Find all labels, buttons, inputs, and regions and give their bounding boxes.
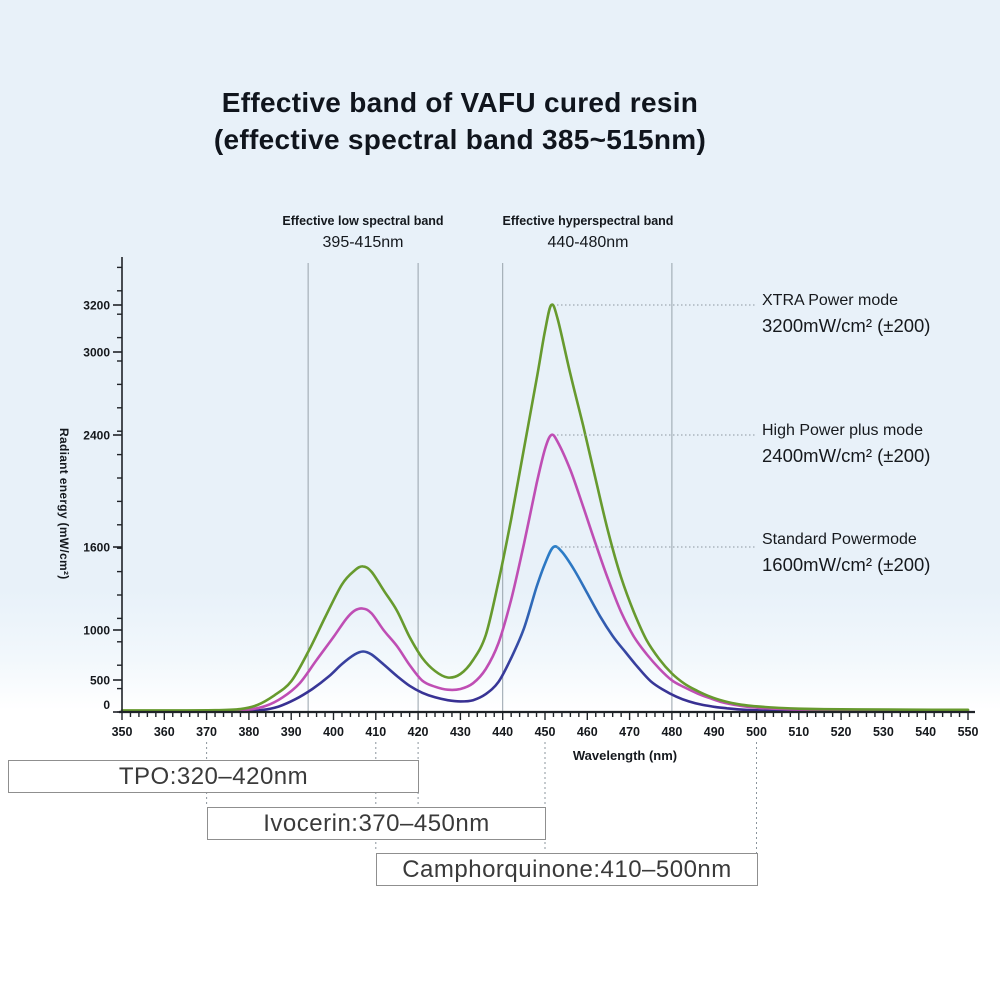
band-low-name: Effective low spectral band (282, 214, 444, 228)
x-tick-label: 470 (619, 725, 640, 739)
band-label-low-spectral: Effective low spectral band 395-415nm (243, 214, 483, 252)
y-tick-label: 3000 (83, 346, 110, 360)
band-hyper-range: 440-480nm (547, 234, 629, 251)
band-hyper-name: Effective hyperspectral band (502, 214, 674, 228)
x-tick-label: 510 (788, 725, 809, 739)
x-tick-label: 360 (154, 725, 175, 739)
annotation-high-value: 2400mW/cm² (±200) (762, 445, 931, 466)
x-tick-label: 430 (450, 725, 471, 739)
curve-xtra-power-mode (120, 303, 970, 712)
x-tick-label: 550 (958, 725, 979, 739)
x-tick-label: 370 (196, 725, 217, 739)
ivocerin-range-box: Ivocerin:370–450nm (207, 807, 546, 840)
curve-standard-powermode (120, 545, 822, 713)
x-tick-label: 380 (238, 725, 259, 739)
annotation-high-power-plus-mode: High Power plus mode 2400mW/cm² (±200) (762, 420, 987, 469)
x-tick-label: 500 (746, 725, 767, 739)
annotation-xtra-power-mode: XTRA Power mode 3200mW/cm² (±200) (762, 290, 987, 339)
annotation-standard-power-mode: Standard Powermode 1600mW/cm² (±200) (762, 529, 987, 578)
band-label-hyperspectral: Effective hyperspectral band 440-480nm (468, 214, 708, 252)
annotation-standard-value: 1600mW/cm² (±200) (762, 554, 931, 575)
y-tick-label: 500 (90, 674, 110, 688)
ivocerin-range-label: Ivocerin:370–450nm (263, 810, 490, 837)
x-tick-label: 350 (112, 725, 133, 739)
x-tick-label: 480 (661, 725, 682, 739)
x-tick-label: 420 (408, 725, 429, 739)
y-tick-label: 2400 (83, 429, 110, 443)
x-tick-label: 450 (535, 725, 556, 739)
x-tick-label: 540 (915, 725, 936, 739)
annotation-xtra-value: 3200mW/cm² (±200) (762, 315, 931, 336)
y-tick-label: 1600 (83, 541, 110, 555)
curve-high-power-plus-mode (120, 433, 970, 713)
tpo-range-label: TPO:320–420nm (118, 763, 309, 790)
x-tick-label: 520 (831, 725, 852, 739)
page-title-line1: Effective band of VAFU cured resin (221, 87, 699, 118)
annotation-high-name: High Power plus mode (762, 422, 923, 439)
band-low-range: 395-415nm (322, 234, 404, 251)
y-tick-label: 1000 (83, 624, 110, 638)
y-tick-label: 0 (103, 698, 110, 712)
x-tick-label: 530 (873, 725, 894, 739)
y-axis-title: Radiant energy (mW/cm²) (57, 428, 71, 580)
x-tick-label: 490 (704, 725, 725, 739)
x-tick-label: 440 (492, 725, 513, 739)
camphorquinone-range-label: Camphorquinone:410–500nm (402, 856, 732, 883)
annotation-standard-name: Standard Powermode (762, 531, 917, 548)
x-tick-label: 460 (577, 725, 598, 739)
tpo-range-box: TPO:320–420nm (8, 760, 419, 793)
page-title: Effective band of VAFU cured resin (effe… (150, 84, 770, 158)
annotation-xtra-name: XTRA Power mode (762, 292, 899, 309)
camphorquinone-range-box: Camphorquinone:410–500nm (376, 853, 758, 886)
x-tick-label: 400 (323, 725, 344, 739)
x-tick-label: 410 (365, 725, 386, 739)
page-title-line2: (effective spectral band 385~515nm) (213, 124, 707, 155)
y-tick-label: 3200 (83, 299, 110, 313)
x-tick-label: 390 (281, 725, 302, 739)
x-axis-title: Wavelength (nm) (572, 748, 678, 763)
